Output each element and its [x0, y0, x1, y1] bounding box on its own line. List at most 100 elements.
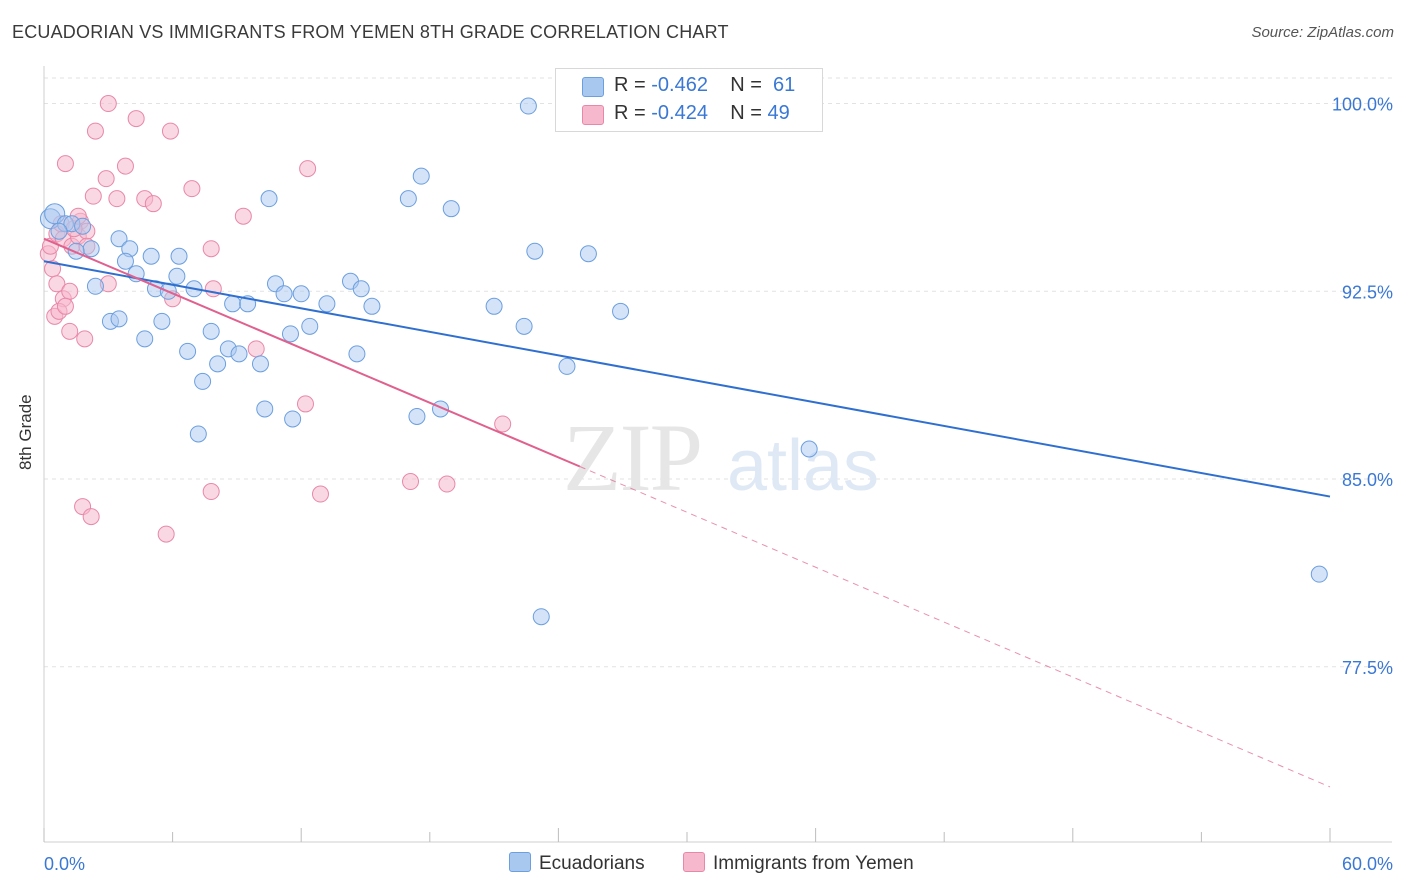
data-point-ecuadorians: [348, 345, 366, 363]
data-point-ecuadorians: [526, 242, 544, 260]
data-point-ecuadorians: [189, 425, 207, 443]
y-tick-label: 77.5%: [1342, 658, 1393, 678]
data-point-ecuadorians: [50, 222, 68, 240]
data-point-yemen: [56, 155, 74, 173]
data-point-ecuadorians: [202, 322, 220, 340]
legend-n-value: 61: [773, 74, 796, 96]
data-point-ecuadorians: [800, 440, 818, 458]
y-tick-label: 85.0%: [1342, 470, 1393, 490]
data-point-yemen: [56, 297, 74, 315]
tick-labels: 77.5% 85.0% 92.5% 100.0% 0.0% 60.0%: [44, 95, 1393, 874]
legend-r-label: R =: [614, 102, 652, 124]
data-point-yemen: [311, 485, 329, 503]
data-point-yemen: [116, 157, 134, 175]
data-point-ecuadorians: [558, 357, 576, 375]
data-point-ecuadorians: [363, 297, 381, 315]
data-point-ecuadorians: [168, 267, 186, 285]
data-point-ecuadorians: [515, 317, 533, 335]
trend-line-yemen-extrapolated: [579, 466, 1331, 788]
data-point-ecuadorians: [251, 355, 269, 373]
data-point-yemen: [157, 525, 175, 543]
data-point-ecuadorians: [260, 190, 278, 208]
data-point-ecuadorians: [74, 217, 92, 235]
legend-n-label: N =: [730, 74, 768, 96]
data-point-yemen: [82, 508, 100, 526]
data-point-yemen: [202, 240, 220, 258]
data-point-ecuadorians: [110, 230, 128, 248]
data-point-ecuadorians: [519, 97, 537, 115]
legend-swatch-ecuadorians: [582, 77, 604, 97]
data-point-yemen: [438, 475, 456, 493]
watermark: ZIP atlas: [563, 404, 879, 511]
data-point-ecuadorians: [209, 355, 227, 373]
data-point-yemen: [299, 160, 317, 178]
bottom-legend-label-ecuadorians: Ecuadorians: [539, 853, 645, 874]
series-ecuadorians-points: [39, 97, 1328, 626]
bottom-legend-swatch-yemen: [683, 852, 705, 872]
data-point-ecuadorians: [352, 280, 370, 298]
legend-n-label: N =: [730, 102, 768, 124]
data-point-yemen: [108, 190, 126, 208]
data-point-ecuadorians: [67, 242, 85, 260]
data-point-ecuadorians: [179, 342, 197, 360]
x-tick-label-max: 60.0%: [1342, 854, 1393, 874]
data-point-yemen: [402, 473, 420, 491]
bottom-legend-ecuadorians: Ecuadorians: [509, 852, 645, 875]
legend-r-label: R =: [614, 74, 652, 96]
data-point-ecuadorians: [442, 200, 460, 218]
data-point-ecuadorians: [86, 277, 104, 295]
watermark-atlas: atlas: [727, 426, 879, 506]
y-tick-label: 100.0%: [1332, 95, 1393, 115]
data-point-yemen: [86, 122, 104, 140]
data-point-ecuadorians: [170, 247, 188, 265]
x-tick-label-min: 0.0%: [44, 854, 85, 874]
data-point-ecuadorians: [579, 245, 597, 263]
data-point-ecuadorians: [412, 167, 430, 185]
data-point-ecuadorians: [224, 295, 242, 313]
data-point-ecuadorians: [284, 410, 302, 428]
data-point-ecuadorians: [142, 247, 160, 265]
data-point-ecuadorians: [275, 285, 293, 303]
data-point-ecuadorians: [281, 325, 299, 343]
data-point-yemen: [99, 95, 117, 113]
data-point-ecuadorians: [116, 252, 134, 270]
bottom-legend-yemen: Immigrants from Yemen: [683, 852, 914, 875]
bottom-legend-label-yemen: Immigrants from Yemen: [713, 853, 914, 874]
data-point-ecuadorians: [301, 317, 319, 335]
data-point-ecuadorians: [1310, 565, 1328, 583]
chart-title: ECUADORIAN VS IMMIGRANTS FROM YEMEN 8TH …: [12, 22, 729, 42]
data-point-yemen: [144, 195, 162, 213]
data-point-ecuadorians: [612, 302, 630, 320]
bottom-legend-swatch-ecuadorians: [509, 852, 531, 872]
data-point-ecuadorians: [256, 400, 274, 418]
data-point-yemen: [202, 483, 220, 501]
data-point-ecuadorians: [194, 372, 212, 390]
trend-lines: [43, 237, 1331, 788]
data-point-ecuadorians: [292, 285, 310, 303]
data-point-ecuadorians: [532, 608, 550, 626]
data-point-yemen: [247, 340, 265, 358]
data-point-yemen: [97, 170, 115, 188]
source-label: Source: ZipAtlas.com: [1251, 24, 1394, 41]
watermark-zip: ZIP: [563, 404, 701, 511]
grid-lines: [44, 77, 1392, 668]
legend-r-value: -0.424: [651, 102, 708, 124]
y-axis-label: 8th Grade: [16, 394, 35, 470]
data-point-ecuadorians: [485, 297, 503, 315]
data-point-ecuadorians: [82, 240, 100, 258]
data-point-ecuadorians: [136, 330, 154, 348]
data-point-ecuadorians: [230, 345, 248, 363]
axes: [43, 66, 1392, 843]
data-point-ecuadorians: [408, 407, 426, 425]
legend-r-value: -0.462: [651, 74, 708, 96]
data-point-yemen: [234, 207, 252, 225]
data-point-ecuadorians: [153, 312, 171, 330]
data-point-yemen: [183, 180, 201, 198]
data-point-ecuadorians: [318, 295, 336, 313]
correlation-legend: R = -0.462 N = 61 R = -0.424 N = 49: [555, 68, 823, 132]
data-point-yemen: [84, 187, 102, 205]
data-point-ecuadorians: [399, 190, 417, 208]
legend-swatch-yemen: [582, 105, 604, 125]
y-tick-label: 92.5%: [1342, 282, 1393, 302]
trend-line-ecuadorians: [43, 260, 1331, 498]
